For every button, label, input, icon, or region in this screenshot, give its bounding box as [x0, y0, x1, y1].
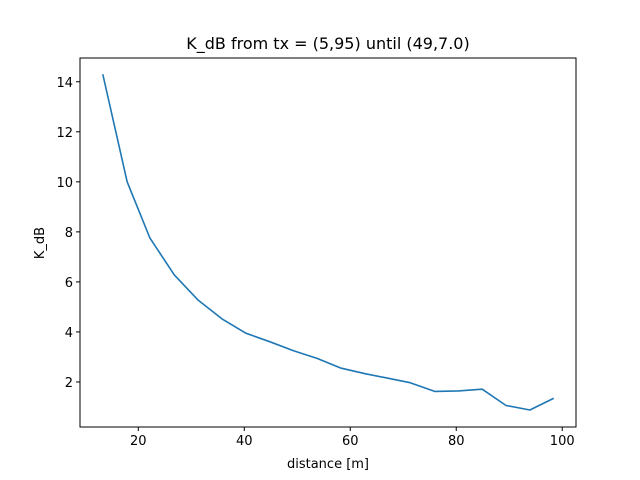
plot-frame	[79, 57, 577, 428]
y-tick-label: 14	[56, 76, 73, 91]
x-tick-label: 60	[342, 434, 359, 449]
y-tick-label: 6	[65, 276, 73, 291]
x-axis-ticks: 20 40 60 80 100	[130, 427, 575, 449]
y-tick-label: 8	[65, 226, 73, 241]
y-tick-label: 4	[65, 326, 73, 341]
plot-area	[102, 74, 555, 411]
y-axis-label: K_dB	[33, 227, 48, 259]
x-tick-label: 100	[550, 434, 575, 449]
x-tick-label: 20	[130, 434, 147, 449]
x-tick-label: 80	[448, 434, 465, 449]
x-tick-label: 40	[236, 434, 253, 449]
x-axis-label: distance [m]	[287, 457, 369, 472]
y-tick-label: 10	[56, 176, 73, 191]
y-axis-ticks: 2 4 6 8 10 12 14	[56, 76, 80, 391]
chart-title: K_dB from tx = (5,95) until (49,7.0)	[186, 34, 469, 54]
y-tick-label: 2	[65, 376, 73, 391]
series-line	[102, 74, 555, 411]
y-tick-label: 12	[56, 126, 73, 141]
